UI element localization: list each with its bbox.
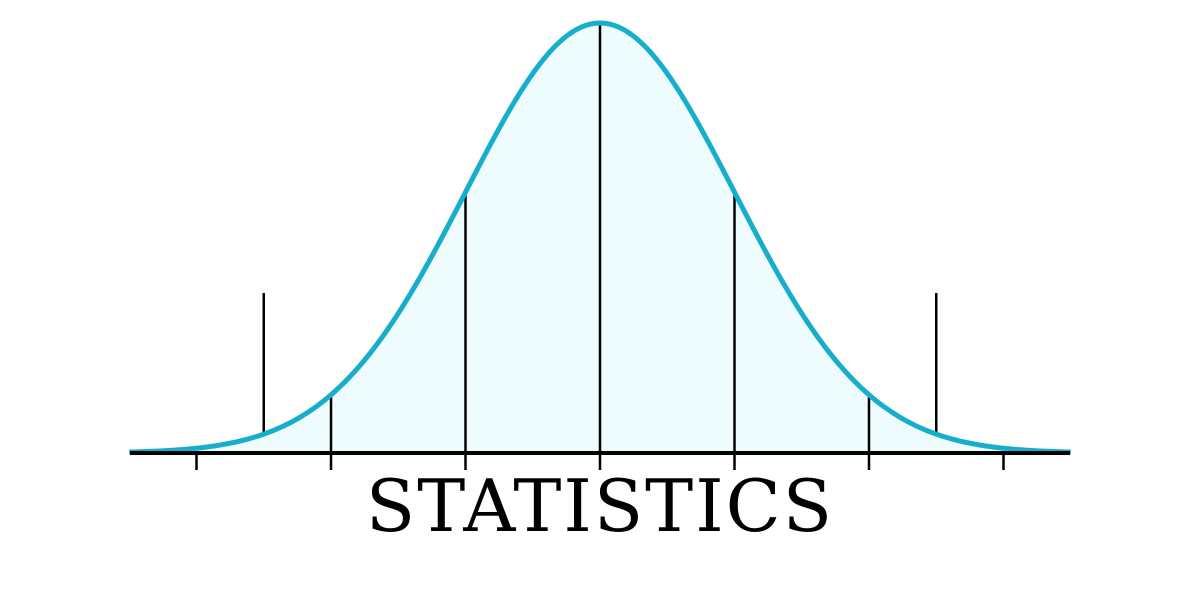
x-axis-ticks: [195, 453, 1005, 470]
outer-marker-lines: [262, 293, 938, 435]
standard-deviation-lines: [329, 23, 871, 453]
caption-title: STATISTICS: [365, 464, 835, 548]
normal-curve: [129, 20, 1071, 455]
